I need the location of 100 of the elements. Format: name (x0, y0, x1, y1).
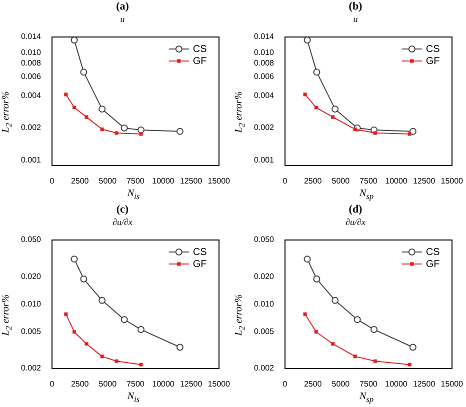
y-tick-label: 0.014 (254, 32, 275, 42)
point (139, 132, 143, 136)
chart-title: (b) (348, 0, 363, 12)
point (64, 92, 68, 96)
point (100, 127, 104, 131)
x-axis-title: N$_{sp}$ (358, 187, 375, 203)
x-tick-label: 12500 (412, 379, 436, 388)
x-tick-label: 10000 (385, 176, 408, 186)
point (408, 362, 412, 366)
legend-label: GF (192, 56, 207, 67)
point (408, 132, 412, 136)
chart-title: (a) (116, 0, 130, 12)
point (303, 312, 307, 316)
x-tick-label: 2500 (70, 379, 90, 388)
x-tick-label: 5000 (332, 176, 350, 186)
point (370, 326, 378, 334)
y-tick-label: 0.010 (254, 48, 275, 57)
point (373, 359, 377, 363)
point (72, 330, 76, 334)
point (114, 359, 118, 363)
x-tick-label: 2500 (304, 176, 322, 186)
y-tick-label: 0.005 (20, 327, 42, 336)
point (353, 354, 357, 358)
y-tick-label: 0.002 (254, 364, 275, 373)
point (303, 92, 307, 96)
point (314, 106, 318, 110)
y-tick-label: 0.005 (254, 327, 275, 336)
y-tick-label: 0.004 (20, 90, 42, 100)
x-tick-label: 0 (282, 176, 288, 186)
y-tick-label: 0.002 (20, 364, 42, 373)
x-tick-label: 15000 (208, 176, 231, 186)
y-tick-label: 0.020 (20, 272, 42, 281)
y-tick-label: 0.010 (254, 299, 275, 308)
point (304, 37, 311, 44)
x-tick-label: 0 (50, 176, 55, 186)
x-axis-title: N$_{sp}$ (358, 390, 375, 406)
y-tick-label: 0.050 (20, 235, 42, 244)
point (176, 128, 184, 135)
x-tick-label: 15000 (440, 176, 464, 186)
x-tick-label: 15000 (208, 379, 231, 388)
legend-label: GF (192, 258, 207, 270)
x-tick-label: 12500 (180, 379, 203, 388)
x-tick-label: 2500 (70, 176, 90, 186)
point (331, 115, 335, 119)
y-tick-label: 0.008 (20, 58, 42, 68)
point (409, 344, 416, 351)
x-tick-label: 7500 (360, 379, 378, 388)
legend-label: GF (426, 56, 440, 67)
point (98, 106, 106, 113)
point (84, 115, 88, 119)
chart-subtitle: ∂u/∂x (112, 216, 132, 227)
point (354, 316, 361, 324)
y-tick-label: 0.008 (254, 58, 275, 68)
y-tick-label: 0.002 (20, 123, 42, 132)
x-tick-label: 0 (50, 379, 55, 388)
y-tick-label: 0.006 (254, 72, 275, 81)
point (120, 124, 128, 132)
point (353, 127, 357, 131)
x-tick-label: 10000 (385, 379, 408, 388)
y-tick-label: 0.050 (254, 235, 275, 244)
point (70, 37, 78, 44)
point (100, 354, 104, 358)
x-tick-label: 12500 (180, 176, 203, 186)
point (332, 296, 339, 304)
y-tick-label: 0.020 (254, 272, 275, 281)
point (138, 326, 145, 334)
x-tick-label: 7500 (126, 379, 145, 388)
x-tick-label: 0 (282, 379, 288, 388)
y-tick-label: 0.010 (20, 48, 42, 57)
point (70, 256, 78, 263)
legend-label: CS (426, 44, 440, 55)
point (114, 131, 118, 135)
y-tick-label: 0.014 (20, 32, 42, 42)
chart-subtitle: u (353, 14, 358, 24)
x-tick-label: 10000 (152, 379, 175, 388)
point (409, 128, 416, 135)
legend-label: CS (426, 246, 440, 258)
point (84, 342, 88, 346)
y-tick-label: 0.010 (20, 299, 42, 308)
legend-label: CS (192, 246, 208, 258)
chart-title: (d) (348, 203, 363, 216)
point (139, 362, 143, 366)
point (98, 296, 106, 304)
point (72, 106, 76, 110)
point (120, 316, 128, 324)
point (313, 68, 320, 76)
point (373, 131, 377, 135)
x-tick-label: 7500 (360, 176, 378, 186)
y-tick-label: 0.006 (20, 72, 42, 81)
x-tick-label: 5000 (332, 379, 350, 388)
x-tick-label: 5000 (98, 176, 118, 186)
point (332, 106, 339, 113)
chart-subtitle: u (120, 14, 126, 24)
x-tick-label: 2500 (304, 379, 322, 388)
y-tick-label: 0.001 (20, 156, 42, 165)
x-axis-title: N$_{is}$ (126, 390, 141, 406)
x-tick-label: 7500 (126, 176, 145, 186)
y-tick-label: 0.001 (254, 156, 275, 165)
x-axis-title: N$_{is}$ (126, 187, 141, 203)
legend-label: GF (426, 258, 440, 270)
